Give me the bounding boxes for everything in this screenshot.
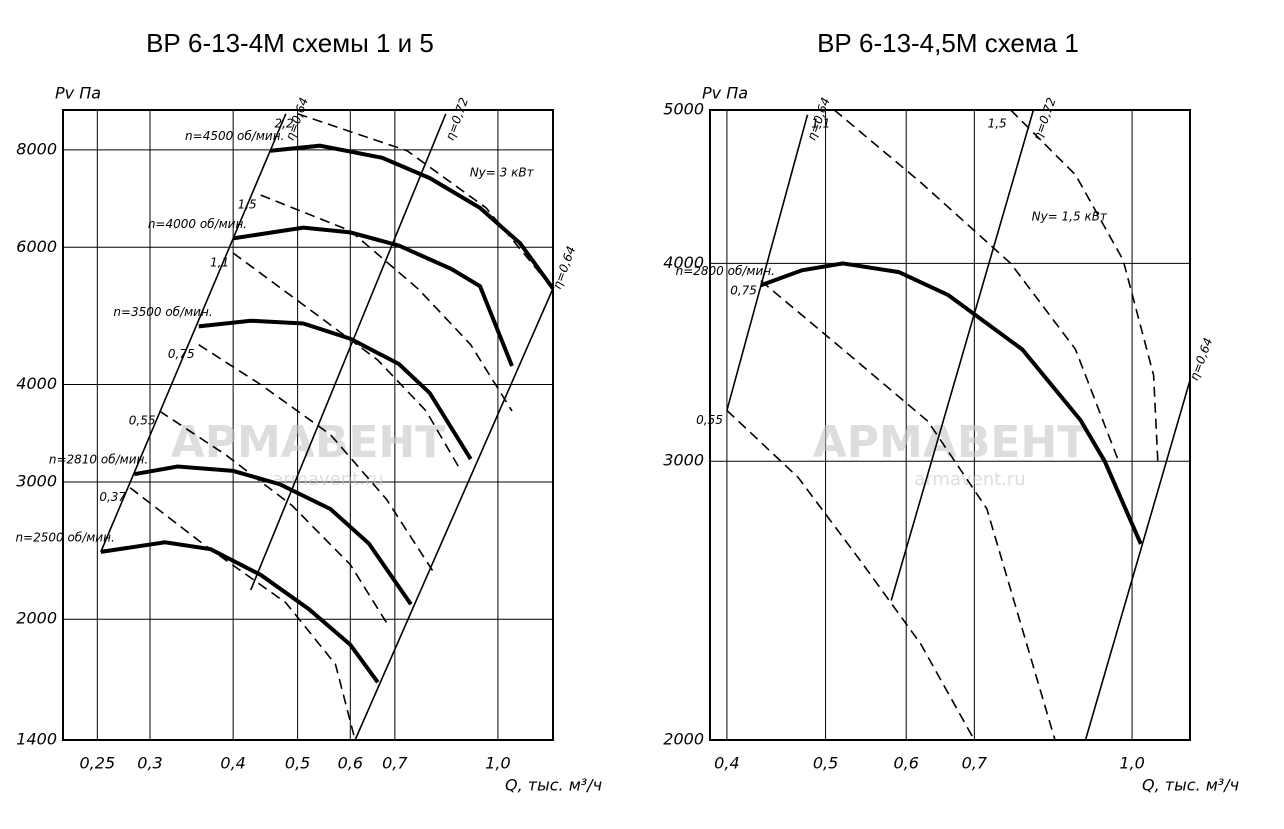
plot-frame xyxy=(62,109,554,741)
y-tick-label: 1400 xyxy=(16,730,57,749)
curve-dashed xyxy=(297,113,549,284)
y-tick-label: 2000 xyxy=(663,730,704,749)
power-label: 1,5 xyxy=(988,117,1007,131)
curve-bold xyxy=(133,464,413,606)
curve-bold xyxy=(232,225,514,367)
y-axis-label: Pv Па xyxy=(702,84,748,103)
x-tick-label: 0,7 xyxy=(962,754,988,773)
efficiency-label: η=0,72 xyxy=(1030,96,1058,143)
curve-solid xyxy=(890,109,1035,601)
x-tick-label: 0,6 xyxy=(893,754,918,773)
x-tick-label: 0,7 xyxy=(382,754,408,773)
watermark-url: armavent.ru xyxy=(272,469,383,490)
curve-dashed xyxy=(260,194,513,412)
x-tick-label: 0,4 xyxy=(714,754,739,773)
y-tick-label: 3000 xyxy=(16,471,57,490)
plot-frame xyxy=(709,109,1191,741)
power-label: 1,5 xyxy=(238,198,257,212)
y-tick-label: 6000 xyxy=(16,237,57,256)
y-tick-label: 8000 xyxy=(16,139,57,158)
watermark: АРМАВЕНТ xyxy=(171,417,446,468)
power-label: 0,75 xyxy=(168,347,195,361)
efficiency-label: η=0,64 xyxy=(550,244,578,291)
curve-dashed xyxy=(833,109,1120,462)
efficiency-label: η=0,72 xyxy=(443,96,471,143)
curve-dashed xyxy=(129,487,356,741)
curve-dashed xyxy=(726,409,975,741)
curve-solid xyxy=(1084,379,1191,741)
y-tick-label: 5000 xyxy=(663,100,704,119)
y-axis-label: Pv Па xyxy=(55,84,101,103)
curve-solid xyxy=(249,113,447,591)
curve-bold xyxy=(270,143,555,290)
y-tick-label: 2000 xyxy=(16,609,57,628)
curve-bold xyxy=(760,261,1143,545)
efficiency-label: η=0,64 xyxy=(1187,336,1215,383)
curve-label: n=2800 об/мин. xyxy=(676,264,775,278)
curve-label: n=2810 об/мин. xyxy=(49,453,148,467)
x-tick-label: 0,25 xyxy=(80,754,116,773)
x-tick-label: 1,0 xyxy=(1119,754,1144,773)
power-label: 0,37 xyxy=(99,490,126,504)
power-label: 1,1 xyxy=(811,117,830,131)
curve-solid xyxy=(726,114,809,411)
curve-label: n=3500 об/мин. xyxy=(113,305,212,319)
power-label: 0,55 xyxy=(696,413,723,427)
curve-label: n=4000 об/мин. xyxy=(148,217,247,231)
power-label: 2,2 xyxy=(275,117,294,131)
chart-title: ВР 6-13-4,5М схема 1 xyxy=(817,28,1079,58)
curve-solid xyxy=(354,288,554,741)
x-tick-label: 0,4 xyxy=(220,754,245,773)
watermark: АРМАВЕНТ xyxy=(813,417,1088,468)
x-tick-label: 1,0 xyxy=(485,754,510,773)
x-axis-label: Q, тыс. м³/ч xyxy=(505,776,602,795)
chart-title: ВР 6-13-4М схемы 1 и 5 xyxy=(146,28,434,58)
curve-dashed xyxy=(760,280,1056,741)
curve-label: n=2500 об/мин. xyxy=(15,530,114,544)
curve-solid xyxy=(100,113,287,553)
curve-dashed xyxy=(159,410,388,624)
curve-bold xyxy=(100,540,380,684)
curve-dashed xyxy=(232,252,462,472)
x-tick-label: 0,5 xyxy=(813,754,838,773)
curve-dashed xyxy=(198,344,435,573)
curve-dashed xyxy=(1010,109,1159,462)
curve-label: n=4500 об/мин. xyxy=(185,129,284,143)
annotation: Nу= 3 кВт xyxy=(470,166,535,180)
x-tick-label: 0,3 xyxy=(137,754,162,773)
x-tick-label: 0,5 xyxy=(285,754,310,773)
power-label: 1,1 xyxy=(210,255,229,269)
x-axis-label: Q, тыс. м³/ч xyxy=(1142,776,1239,795)
watermark-url: armavent.ru xyxy=(914,469,1025,490)
power-label: 0,55 xyxy=(129,413,156,427)
y-tick-label: 3000 xyxy=(663,451,704,470)
y-tick-label: 4000 xyxy=(663,253,704,272)
power-label: 0,75 xyxy=(730,283,757,297)
y-tick-label: 4000 xyxy=(16,374,57,393)
annotation: Nу= 1,5 кВт xyxy=(1032,210,1108,224)
x-tick-label: 0,6 xyxy=(338,754,363,773)
